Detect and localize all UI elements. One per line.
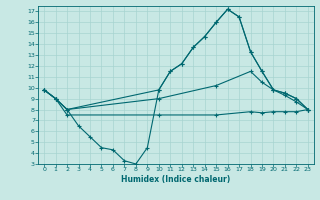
X-axis label: Humidex (Indice chaleur): Humidex (Indice chaleur): [121, 175, 231, 184]
